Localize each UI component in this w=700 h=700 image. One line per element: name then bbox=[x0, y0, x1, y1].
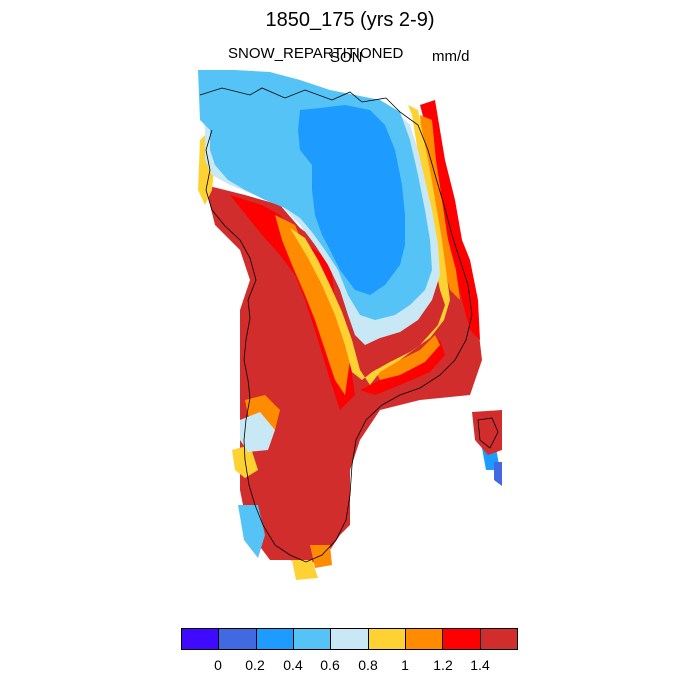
colorbar-label: 1.2 bbox=[433, 657, 453, 673]
colorbar-swatch-4 bbox=[331, 629, 369, 649]
field-level-6-south bbox=[375, 335, 440, 380]
field-level-1-se bbox=[494, 462, 502, 486]
field-level-7-inner bbox=[230, 195, 355, 410]
field-level-4-sw bbox=[240, 412, 275, 452]
coastline bbox=[199, 87, 473, 563]
field-level-2 bbox=[298, 105, 405, 295]
field-level-6-ring bbox=[275, 215, 350, 395]
colorbar-label: 0 bbox=[214, 657, 222, 673]
season-label: SON bbox=[330, 49, 363, 66]
field-level-6-east bbox=[420, 115, 460, 300]
field-level-7-south bbox=[360, 340, 445, 395]
field-level-5-tip bbox=[292, 560, 318, 580]
colorbar-swatch-2 bbox=[256, 629, 294, 649]
field-island-east bbox=[472, 410, 502, 455]
plot-title: 1850_175 (yrs 2-9) bbox=[265, 9, 435, 31]
colorbar-label: 0.2 bbox=[245, 657, 265, 673]
colorbar-swatch-3 bbox=[293, 629, 332, 649]
colorbar-swatch-8 bbox=[480, 629, 517, 649]
colorbar-label: 0.6 bbox=[320, 657, 340, 673]
colorbar-label: 1 bbox=[401, 657, 409, 673]
colorbar-swatch-0 bbox=[182, 629, 220, 649]
variable-name: SNOW_REPARTITIONED bbox=[228, 45, 404, 62]
units-label: mm/d bbox=[432, 48, 470, 65]
colorbar-swatch-6 bbox=[405, 629, 444, 649]
coastline-island bbox=[477, 417, 499, 449]
colorbar-label: 0.8 bbox=[358, 657, 378, 673]
colorbar-swatch-7 bbox=[443, 629, 481, 649]
colorbar bbox=[181, 628, 518, 650]
colorbar-label: 0.4 bbox=[283, 657, 303, 673]
colorbar-label: 1.4 bbox=[470, 657, 490, 673]
colorbar-swatch-5 bbox=[368, 629, 406, 649]
field-level-3-sw bbox=[238, 505, 265, 558]
colorbar-swatch-1 bbox=[219, 629, 257, 649]
